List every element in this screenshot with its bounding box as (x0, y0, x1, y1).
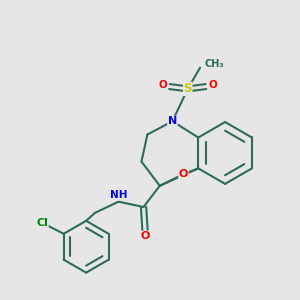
Text: O: O (179, 169, 188, 179)
Text: O: O (208, 80, 217, 90)
Text: Cl: Cl (36, 218, 48, 228)
Text: S: S (184, 82, 192, 95)
Text: O: O (159, 80, 167, 90)
Text: N: N (168, 116, 177, 126)
Text: NH: NH (110, 190, 127, 200)
Text: O: O (140, 231, 150, 242)
Text: CH₃: CH₃ (205, 59, 224, 69)
